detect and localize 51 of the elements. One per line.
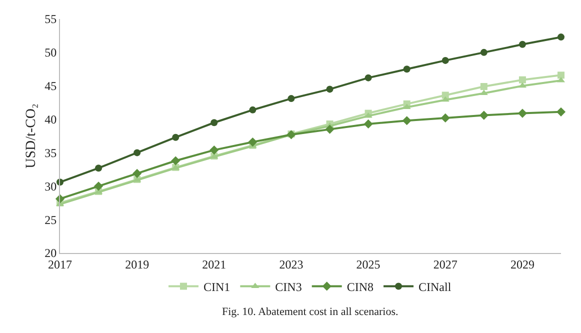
point [441,96,450,102]
point [442,92,449,99]
point [171,156,180,166]
point [326,86,334,93]
caption: Fig. 10. Abatement cost in all scenarios. [222,306,399,318]
point [134,149,141,156]
y-tick-label: 35 [44,146,57,160]
point [325,124,334,134]
point [132,168,142,178]
point [558,72,564,79]
point [518,76,526,84]
point [249,106,256,114]
point [518,82,526,88]
point [518,40,526,48]
y-tick-label: 30 [44,179,57,194]
y-tick-label: 25 [44,212,57,227]
y-tick-label: 55 [44,12,57,26]
legend-label: CINall [418,280,452,294]
legend-label: CIN3 [275,280,302,294]
point [402,116,412,126]
y-tick-label: 40 [44,112,57,126]
point [558,34,564,41]
point [364,112,372,118]
x-tick-label: 2021 [202,257,226,272]
point [480,83,488,90]
x-tick-label: 2019 [125,257,150,272]
x-tick-label: 2027 [433,257,458,272]
x-tick-label: 2029 [510,257,534,272]
x-tick-label: 2023 [279,257,304,272]
point [288,95,295,102]
point [95,164,102,172]
y-tick-label: 50 [44,46,57,60]
point [172,134,180,141]
point [480,48,488,56]
y-tick-label: 45 [44,79,57,94]
legend-label: CIN8 [346,280,374,294]
y-axis-title: USD/t-CO₂ [24,103,40,168]
point [403,66,410,73]
point [94,182,104,191]
point [440,113,450,122]
point [442,56,449,64]
point [210,145,219,155]
point [364,74,372,82]
point [210,119,218,126]
legend-label: CIN1 [204,280,230,294]
point [556,107,566,116]
point [248,137,258,147]
point [479,110,488,120]
x-tick-label: 2025 [356,257,380,272]
point [518,108,528,118]
point [364,119,373,129]
